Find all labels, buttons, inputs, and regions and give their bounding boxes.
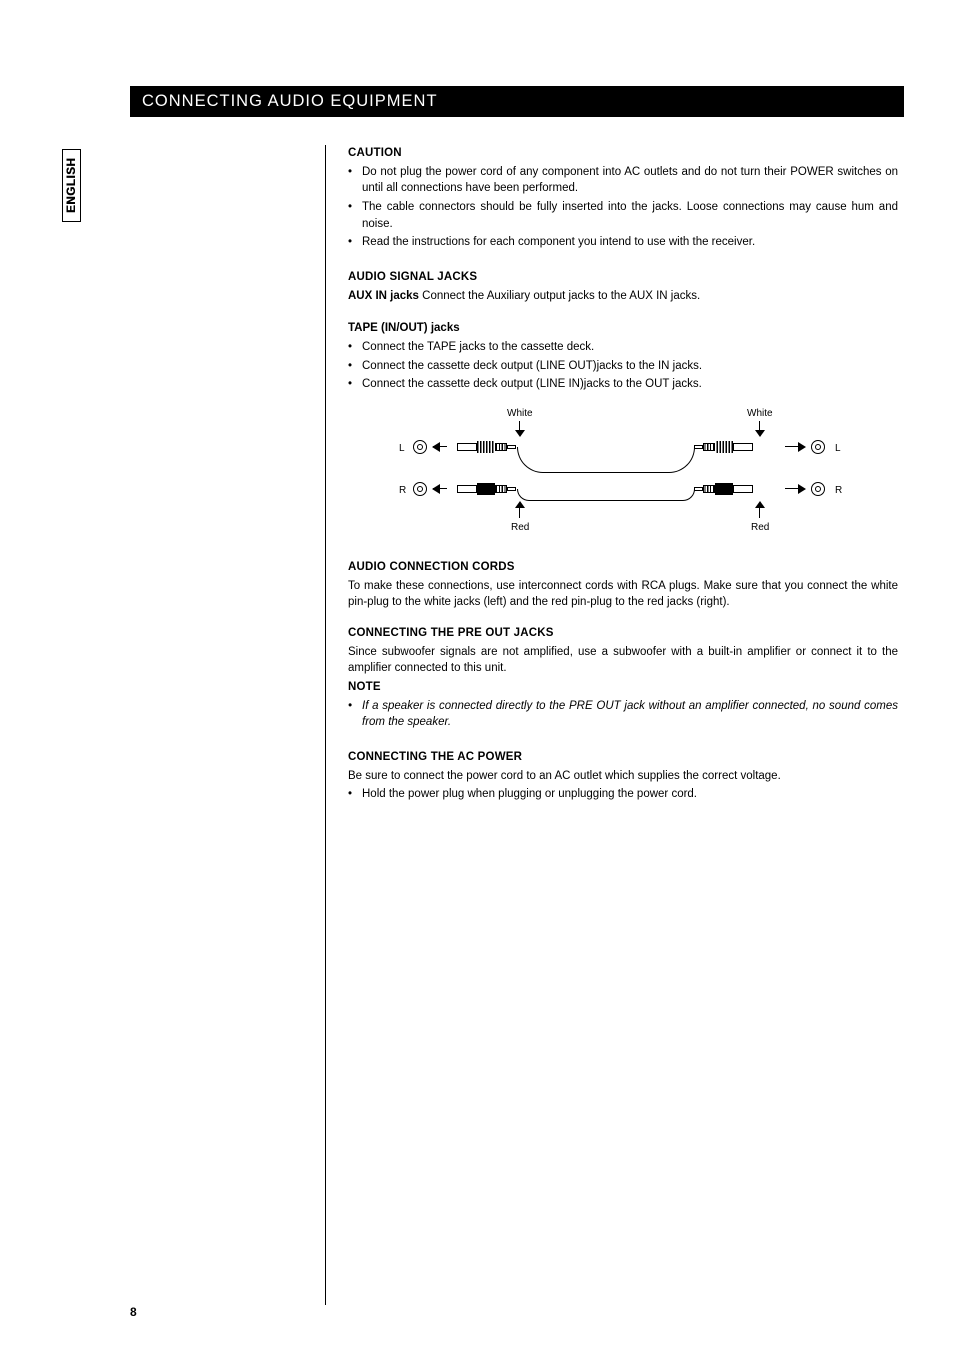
section-title-bar: CONNECTING AUDIO EQUIPMENT (130, 86, 904, 117)
content-columns: CAUTION Do not plug the power cord of an… (130, 145, 904, 1305)
rca-plug-red-icon (457, 483, 513, 495)
audio-signal-heading: AUDIO SIGNAL JACKS (348, 269, 898, 286)
preout-text: Since subwoofer signals are not amplifie… (348, 644, 898, 677)
diagram-label-L-right: L (835, 442, 841, 457)
diagram-label-white-right: White (747, 407, 773, 422)
tape-item: Connect the cassette deck output (LINE O… (348, 358, 898, 375)
page-number: 8 (130, 1305, 137, 1319)
diagram-label-white-left: White (507, 407, 533, 422)
caution-list: Do not plug the power cord of any compon… (348, 164, 898, 251)
acpower-list: Hold the power plug when plugging or unp… (348, 786, 898, 803)
rca-plug-white-icon (457, 441, 513, 453)
rca-jack-icon (413, 440, 427, 454)
note-heading: NOTE (348, 679, 898, 696)
acpower-item: Hold the power plug when plugging or unp… (348, 786, 898, 803)
caution-item: The cable connectors should be fully ins… (348, 199, 898, 232)
caution-heading: CAUTION (348, 145, 898, 162)
cords-heading: AUDIO CONNECTION CORDS (348, 559, 898, 576)
caution-item: Do not plug the power cord of any compon… (348, 164, 898, 197)
section-title-text: CONNECTING AUDIO EQUIPMENT (142, 92, 438, 110)
rca-connection-diagram: White White L L R (387, 407, 859, 537)
language-tab-label: ENGLISH (62, 149, 81, 222)
left-margin-column (130, 145, 326, 1305)
tape-heading: TAPE (IN/OUT) jacks (348, 320, 898, 337)
rca-jack-icon (413, 482, 427, 496)
rca-jack-icon (811, 482, 825, 496)
rca-plug-white-icon (697, 441, 753, 453)
diagram-label-red-left: Red (511, 521, 529, 536)
page: CONNECTING AUDIO EQUIPMENT ENGLISH CAUTI… (0, 0, 954, 1335)
main-content-column: CAUTION Do not plug the power cord of an… (326, 145, 904, 1305)
cords-text: To make these connections, use interconn… (348, 578, 898, 611)
rca-jack-icon (811, 440, 825, 454)
tape-list: Connect the TAPE jacks to the cassette d… (348, 339, 898, 393)
tape-item: Connect the cassette deck output (LINE I… (348, 376, 898, 393)
cable-line (517, 447, 695, 473)
acpower-text: Be sure to connect the power cord to an … (348, 768, 898, 785)
diagram-label-red-right: Red (751, 521, 769, 536)
diagram-label-R-left: R (399, 484, 406, 499)
acpower-heading: CONNECTING THE AC POWER (348, 749, 898, 766)
cable-line (517, 489, 695, 501)
caution-item: Read the instructions for each component… (348, 234, 898, 251)
aux-in-paragraph: AUX IN jacks Connect the Auxiliary outpu… (348, 288, 898, 305)
diagram-label-L-left: L (399, 442, 405, 457)
diagram-label-R-right: R (835, 484, 842, 499)
aux-in-text: Connect the Auxiliary output jacks to th… (419, 290, 700, 302)
note-item: If a speaker is connected directly to th… (348, 698, 898, 731)
tape-item: Connect the TAPE jacks to the cassette d… (348, 339, 898, 356)
preout-heading: CONNECTING THE PRE OUT JACKS (348, 625, 898, 642)
rca-plug-red-icon (697, 483, 753, 495)
note-list: If a speaker is connected directly to th… (348, 698, 898, 731)
language-tab: ENGLISH (62, 149, 81, 222)
aux-in-label: AUX IN jacks (348, 290, 419, 302)
